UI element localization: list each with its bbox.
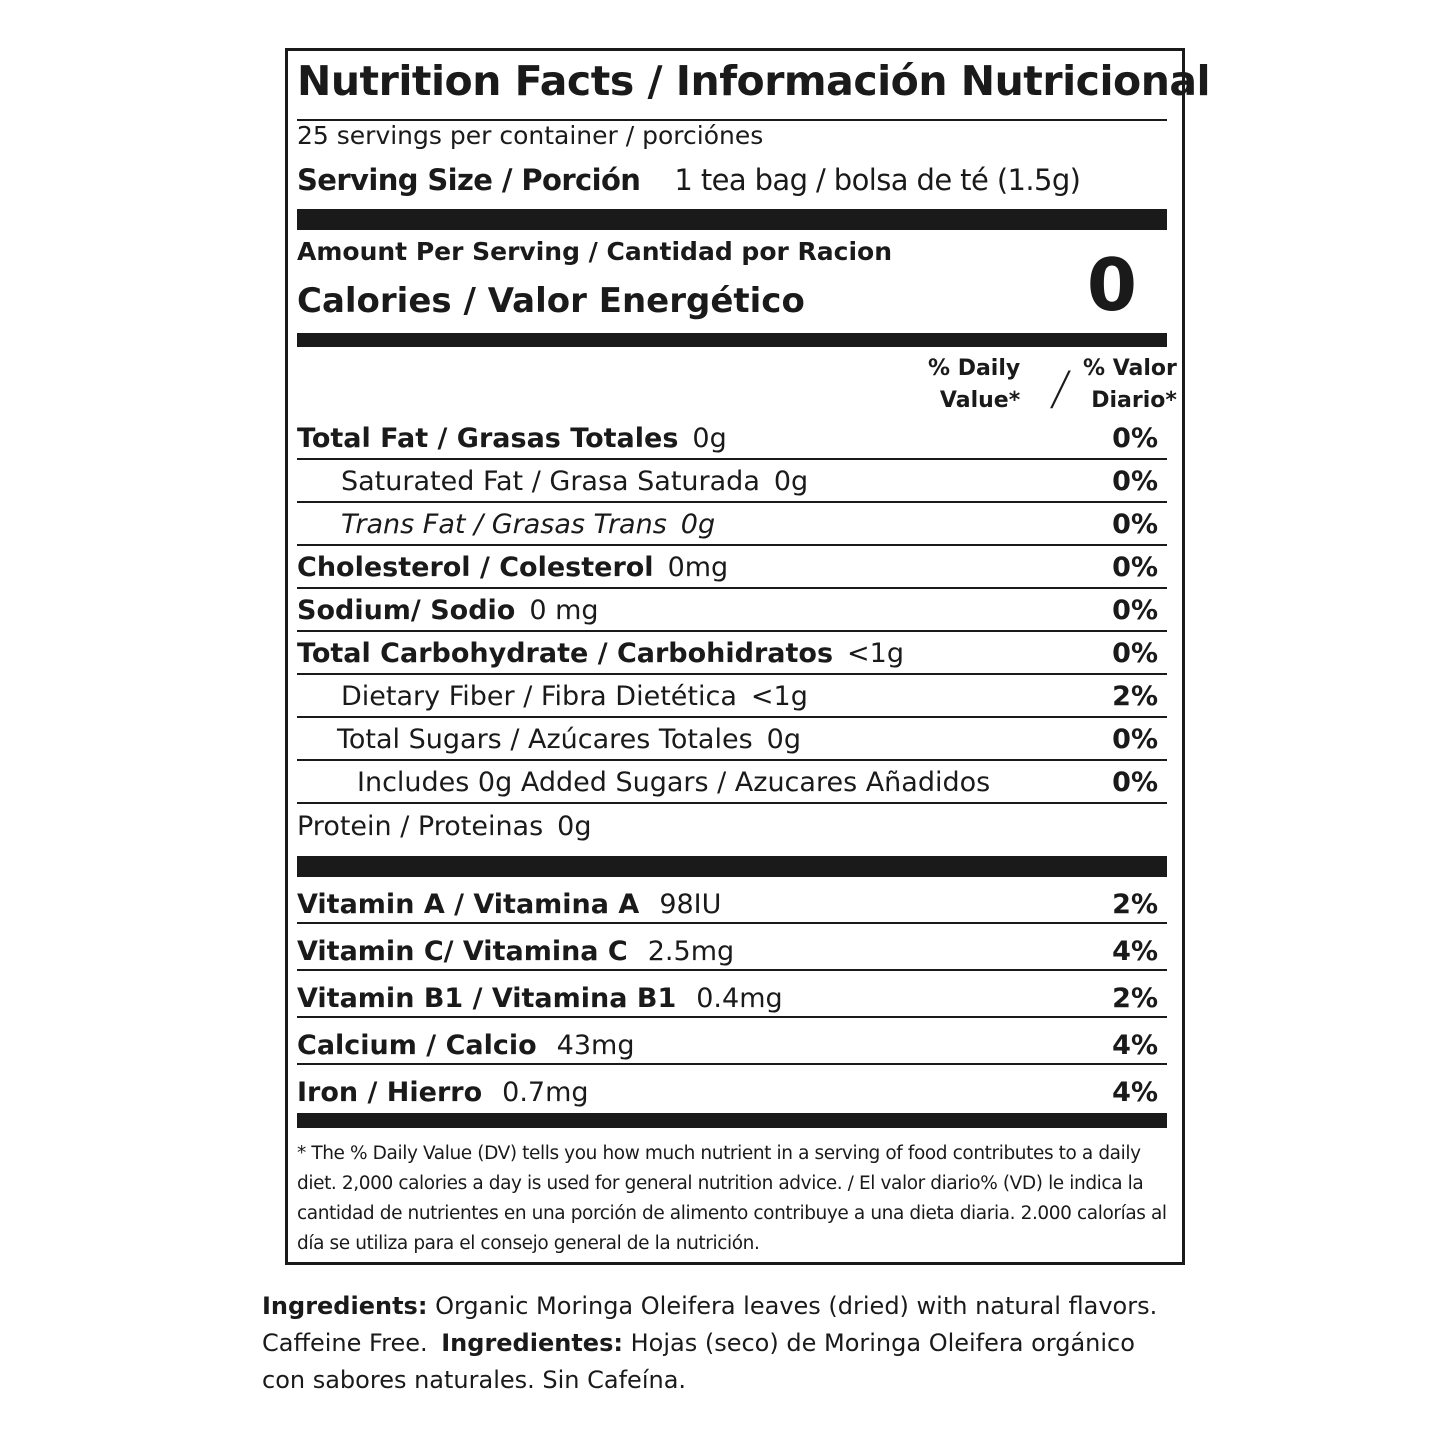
nutrient-name: Dietary Fiber / Fibra Dietética — [341, 681, 737, 712]
nutrient-row: Saturated Fat / Grasa Saturada 0g 0% — [297, 460, 1167, 503]
nutrient-row: Cholesterol / Colesterol 0mg 0% — [297, 546, 1167, 589]
vitamin-amount: 43mg — [556, 1030, 635, 1061]
nutrient-amount: 0mg — [667, 552, 729, 583]
vitamin-daily-value: 2% — [1112, 889, 1158, 920]
nutrient-name: Total Sugars / Azúcares Totales — [337, 724, 753, 755]
nutrient-row: Total Carbohydrate / Carbohidratos <1g 0% — [297, 632, 1167, 675]
ingredients-en-text: Organic Moringa Oleifera leaves (dried) … — [262, 1292, 1158, 1357]
vitamin-rows: Vitamin A / Vitamina A 98IU 2% Vitamin C/ V… — [297, 877, 1167, 1110]
nutrient-name: Cholesterol / Colesterol — [297, 552, 654, 583]
daily-value-footnote: * The % Daily Value (DV) tells you how m… — [297, 1143, 1167, 1254]
servings-per-container: 25 servings per container / porciónes — [297, 121, 764, 150]
nutrient-amount: <1g — [750, 681, 808, 712]
nutrient-amount: 0g — [766, 724, 801, 755]
nutrient-amount: <1g — [847, 638, 904, 669]
serving-size-value: 1 tea bag / bolsa de té (1.5g) — [674, 163, 1081, 197]
nutrient-daily-value: 0% — [1112, 466, 1158, 497]
dv-header-en-line1: % Daily — [928, 356, 1021, 381]
dv-header-slash: / — [1048, 361, 1074, 415]
vitamin-name: Vitamin A / Vitamina A — [297, 889, 640, 920]
nutrient-name: Protein / Proteinas — [297, 811, 544, 842]
vitamin-daily-value: 4% — [1112, 1030, 1158, 1061]
thick-divider — [297, 856, 1167, 877]
vitamin-amount: 2.5mg — [647, 936, 735, 967]
vitamin-amount: 0.7mg — [502, 1077, 589, 1108]
nutrient-daily-value: 2% — [1112, 681, 1158, 712]
nutrient-amount: 0 mg — [529, 595, 599, 626]
nutrient-amount: 0g — [692, 423, 727, 454]
vitamin-row: Iron / Hierro 0.7mg 4% — [297, 1065, 1167, 1110]
nutrient-name: Sodium/ Sodio — [297, 595, 516, 626]
nutrient-daily-value: 0% — [1112, 552, 1158, 583]
nutrient-row: Includes 0g Added Sugars / Azucares Añad… — [297, 761, 1167, 804]
vitamin-name: Calcium / Calcio — [297, 1030, 537, 1061]
vitamin-name: Iron / Hierro — [297, 1077, 483, 1108]
nutrient-row: Total Sugars / Azúcares Totales 0g 0% — [297, 718, 1167, 761]
ingredients-es-label: Ingredientes: — [441, 1329, 623, 1357]
calories-value: 0 — [1086, 243, 1137, 327]
nutrient-row: Trans Fat / Grasas Trans 0g 0% — [297, 503, 1167, 546]
vitamin-amount: 0.4mg — [696, 983, 783, 1014]
ingredients: Ingredients: Organic Moringa Oleifera le… — [262, 1288, 1162, 1399]
nutrient-daily-value: 0% — [1112, 509, 1158, 540]
dv-header-en-line2: Value* — [939, 388, 1021, 413]
amount-per-serving: Amount Per Serving / Cantidad por Racion — [297, 237, 893, 266]
dv-header-es-line2: Diario* — [1091, 388, 1177, 413]
nutrient-row: Total Fat / Grasas Totales 0g 0% — [297, 417, 1167, 460]
nutrient-name: Saturated Fat / Grasa Saturada — [341, 466, 760, 497]
ingredients-es-text: Hojas (seco) de Moringa Oleifera orgánic… — [262, 1329, 1135, 1394]
thick-divider — [297, 333, 1167, 347]
nutrient-amount: 0g — [557, 811, 592, 842]
label-title: Nutrition Facts / Información Nutriciona… — [297, 57, 1211, 121]
vitamin-row: Calcium / Calcio 43mg 4% — [297, 1018, 1167, 1065]
vitamin-daily-value: 4% — [1112, 936, 1158, 967]
calories-label: Calories / Valor Energético — [297, 281, 805, 321]
nutrient-row: Dietary Fiber / Fibra Dietética <1g 2% — [297, 675, 1167, 718]
dv-header-en: % Daily Value* — [928, 353, 1020, 417]
vitamin-name: Vitamin B1 / Vitamina B1 — [297, 983, 677, 1014]
vitamin-row: Vitamin A / Vitamina A 98IU 2% — [297, 877, 1167, 924]
nutrient-amount: 0g — [773, 466, 809, 497]
serving-size-label: Serving Size / Porción — [297, 163, 641, 197]
vitamin-amount: 98IU — [659, 889, 722, 920]
nutrient-daily-value: 0% — [1112, 595, 1158, 626]
nutrient-rows: Total Fat / Grasas Totales 0g 0% Saturated … — [297, 417, 1167, 854]
nutrient-row: Sodium/ Sodio 0 mg 0% — [297, 589, 1167, 632]
dv-header-es: % Valor Diario* — [1083, 353, 1177, 417]
vitamin-name: Vitamin C/ Vitamina C — [297, 936, 628, 967]
dv-header-es-line1: % Valor — [1083, 356, 1177, 381]
nutrient-daily-value: 0% — [1112, 767, 1158, 798]
nutrient-daily-value: 0% — [1112, 638, 1158, 669]
nutrient-name: Trans Fat / Grasas Trans — [341, 509, 667, 540]
ingredients-en-label: Ingredients: — [262, 1292, 428, 1320]
nutrition-facts-label: Nutrition Facts / Información Nutriciona… — [285, 48, 1211, 1265]
vitamin-row: Vitamin C/ Vitamina C 2.5mg 4% — [297, 924, 1167, 971]
nutrient-row: Protein / Proteinas 0g — [297, 804, 1167, 854]
thick-divider — [297, 209, 1167, 230]
nutrient-amount: 0g — [680, 509, 716, 540]
nutrient-name: Includes 0g Added Sugars / Azucares Añad… — [357, 767, 991, 798]
vitamin-daily-value: 2% — [1112, 983, 1158, 1014]
vitamin-daily-value: 4% — [1112, 1077, 1158, 1108]
nutrient-daily-value: 0% — [1112, 724, 1158, 755]
nutrient-name: Total Carbohydrate / Carbohidratos — [297, 638, 834, 669]
serving-size: Serving Size / Porción 1 tea bag / bolsa … — [297, 163, 1167, 197]
nutrient-daily-value: 0% — [1112, 423, 1158, 454]
nutrient-name: Total Fat / Grasas Totales — [297, 423, 679, 454]
thick-divider — [297, 1113, 1167, 1128]
vitamin-row: Vitamin B1 / Vitamina B1 0.4mg 2% — [297, 971, 1167, 1018]
